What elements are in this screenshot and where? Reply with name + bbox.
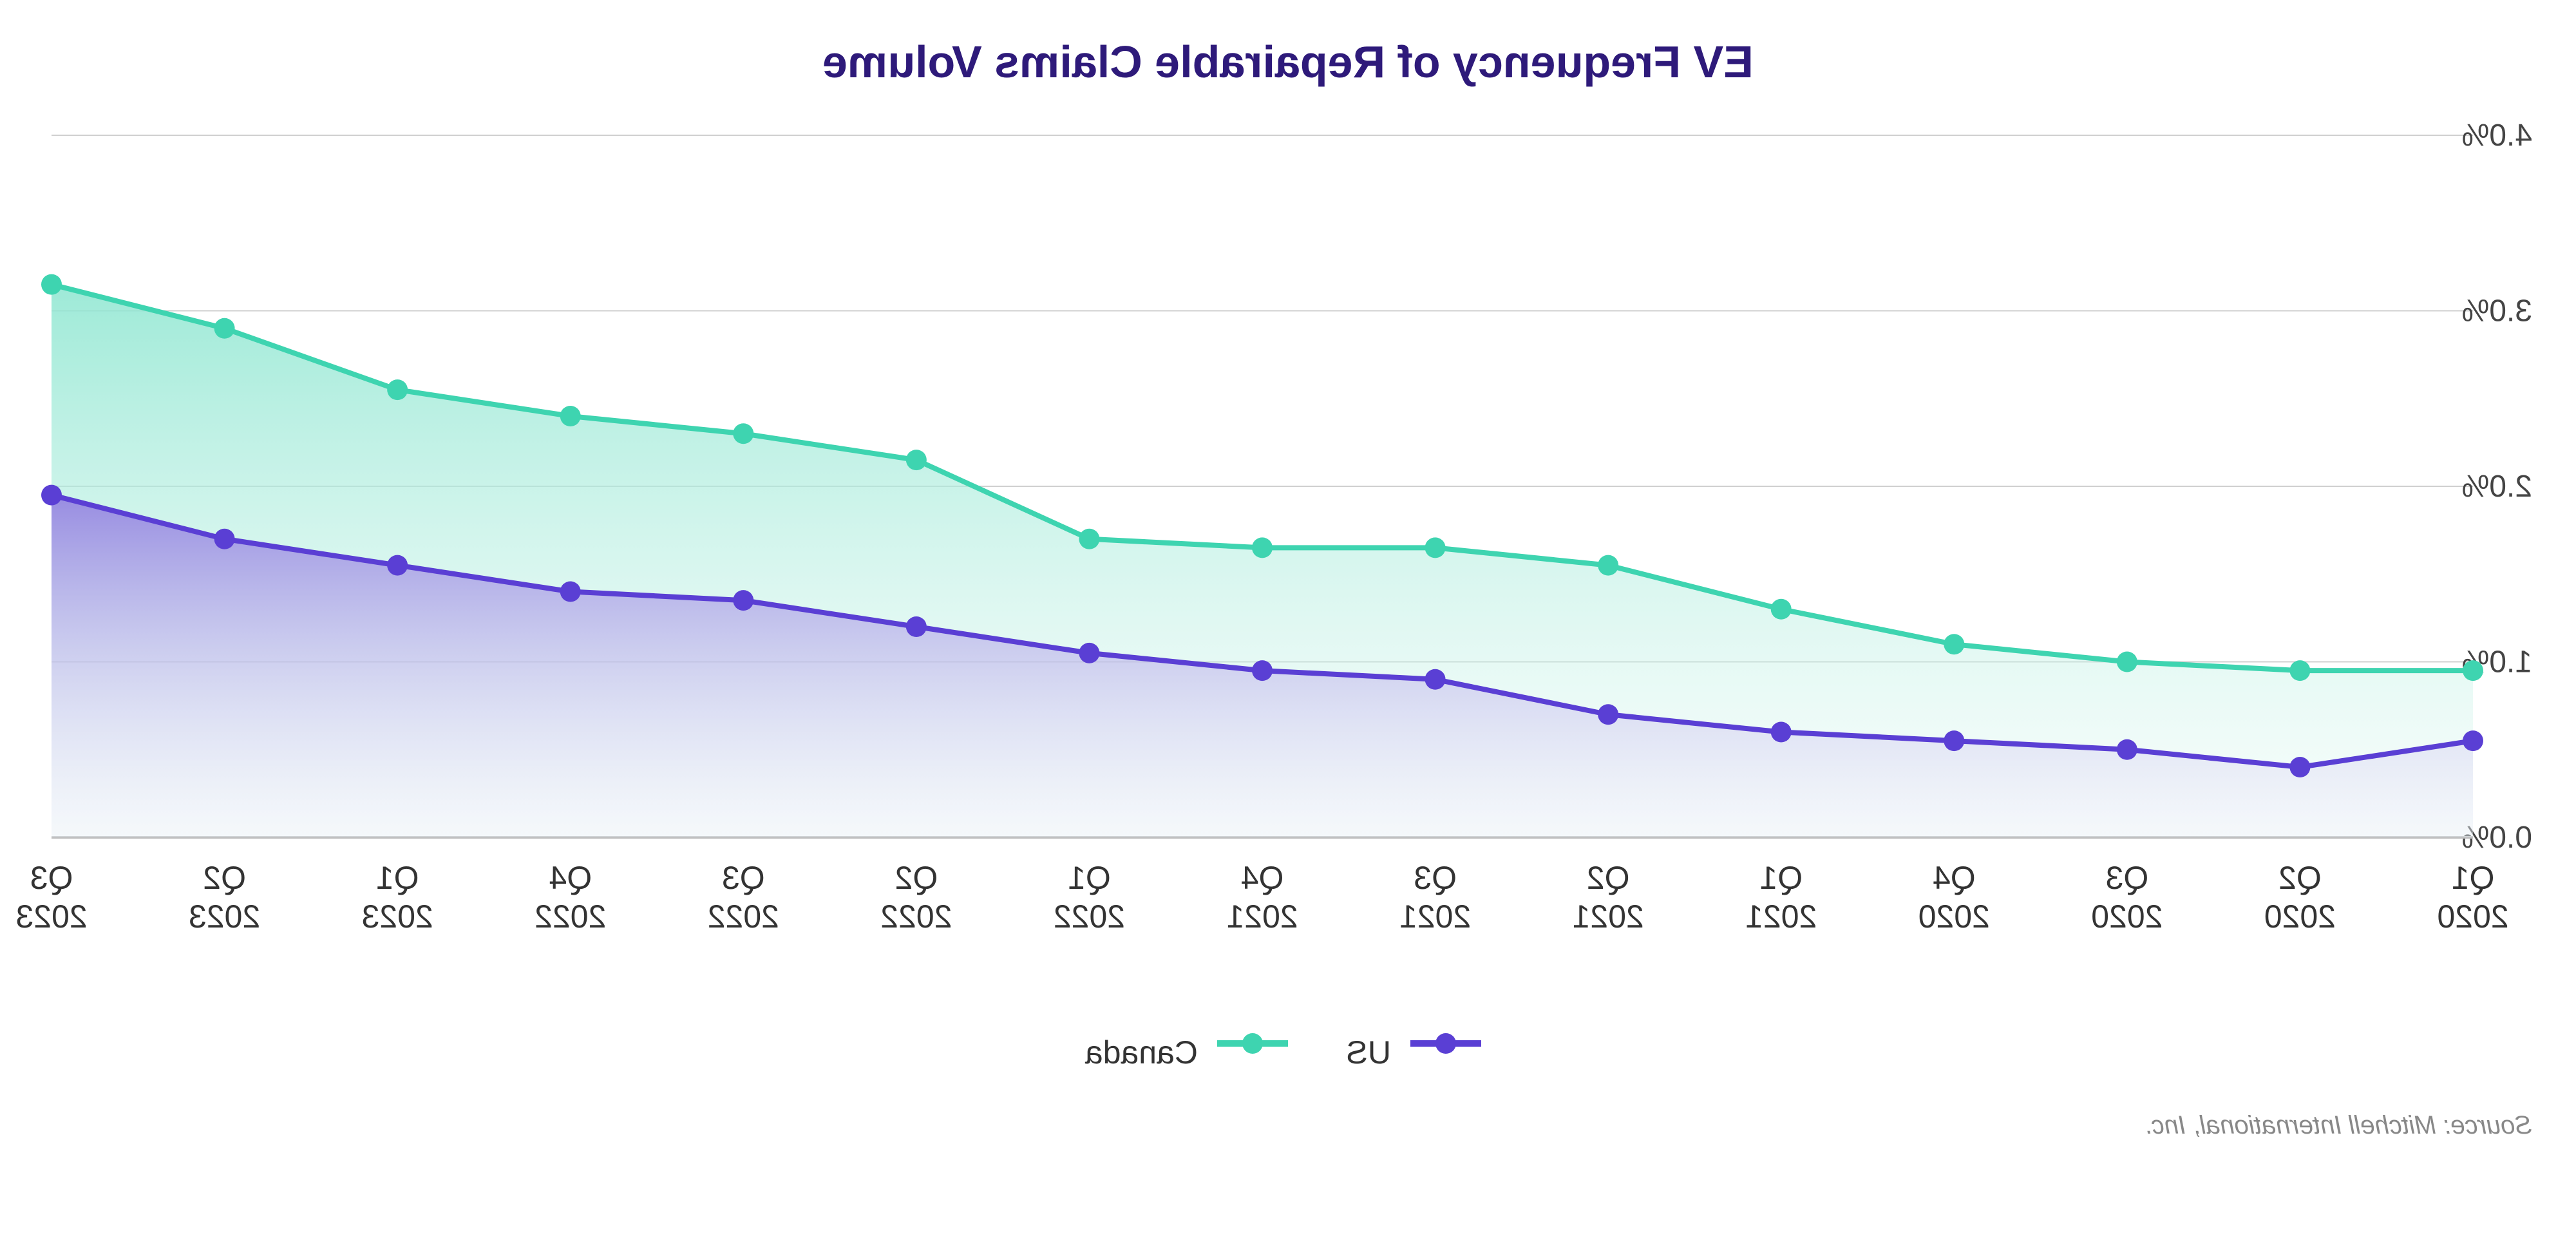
marker-canada	[2463, 660, 2483, 681]
marker-canada	[2289, 660, 2310, 681]
marker-us	[1425, 669, 1446, 690]
marker-canada	[1944, 634, 1964, 654]
marker-us	[2463, 730, 2483, 751]
marker-us	[733, 590, 753, 611]
x-tick-label-bottom: 2020	[2091, 899, 2163, 935]
x-tick-label-top: Q1	[2452, 860, 2495, 896]
x-tick-label-top: Q3	[722, 860, 765, 896]
marker-canada	[560, 406, 581, 426]
x-tick-label-top: Q1	[1759, 860, 1803, 896]
x-tick-label-bottom: 2023	[15, 899, 87, 935]
x-tick-label-bottom: 2023	[189, 899, 260, 935]
marker-us	[214, 529, 235, 549]
x-tick-label-bottom: 2020	[1918, 899, 1990, 935]
x-tick-label-top: Q3	[1414, 860, 1457, 896]
legend-marker-us	[1435, 1033, 1456, 1054]
x-tick-label-top: Q4	[549, 860, 592, 896]
x-tick-label-bottom: 2021	[1399, 899, 1471, 935]
x-tick-label-top: Q1	[376, 860, 419, 896]
x-tick-label-top: Q1	[1068, 860, 1111, 896]
marker-canada	[1598, 555, 1618, 576]
marker-us	[1944, 730, 1964, 751]
x-tick-label-top: Q4	[1933, 860, 1976, 896]
x-tick-label-top: Q3	[2106, 860, 2149, 896]
marker-canada	[906, 450, 927, 470]
x-tick-label-bottom: 2020	[2264, 899, 2336, 935]
x-tick-label-bottom: 2021	[1745, 899, 1817, 935]
x-tick-label-bottom: 2021	[1226, 899, 1298, 935]
marker-us	[560, 582, 581, 602]
legend-label-us: US	[1347, 1034, 1391, 1070]
x-tick-label-bottom: 2023	[362, 899, 433, 935]
marker-us	[906, 616, 927, 637]
x-tick-label-top: Q2	[203, 860, 246, 896]
marker-us	[1252, 660, 1273, 681]
chart-container: EV Frequency of Repairable Claims Volume…	[0, 0, 2576, 1256]
x-tick-label-bottom: 2022	[708, 899, 779, 935]
marker-canada	[214, 318, 235, 339]
marker-us	[1598, 704, 1618, 725]
x-tick-label-top: Q3	[30, 860, 73, 896]
marker-us	[1079, 643, 1099, 663]
marker-us	[387, 555, 408, 576]
marker-canada	[2117, 652, 2137, 672]
marker-canada	[1079, 529, 1099, 549]
x-tick-label-top: Q2	[2278, 860, 2322, 896]
y-tick-label: 4.0%	[2462, 119, 2532, 153]
legend-marker-canada	[1242, 1033, 1263, 1054]
y-tick-label: 2.0%	[2462, 470, 2532, 504]
chart-title: EV Frequency of Repairable Claims Volume	[822, 37, 1754, 87]
x-tick-label-top: Q2	[1587, 860, 1630, 896]
marker-canada	[1425, 537, 1446, 558]
marker-canada	[733, 423, 753, 444]
x-tick-label-bottom: 2020	[2437, 899, 2508, 935]
source-text: Source: Mitchell International, Inc.	[2144, 1111, 2532, 1139]
marker-canada	[41, 274, 62, 295]
x-tick-label-top: Q4	[1241, 860, 1284, 896]
marker-us	[41, 485, 62, 506]
marker-us	[1771, 722, 1792, 743]
x-tick-label-bottom: 2021	[1573, 899, 1644, 935]
marker-canada	[387, 379, 408, 400]
marker-canada	[1252, 537, 1273, 558]
x-tick-label-bottom: 2022	[1054, 899, 1125, 935]
marker-us	[2117, 739, 2137, 760]
legend-label-canada: Canada	[1085, 1034, 1198, 1070]
y-tick-label: 3.0%	[2462, 294, 2532, 328]
x-tick-label-bottom: 2022	[880, 899, 952, 935]
marker-us	[2289, 757, 2310, 777]
x-tick-label-bottom: 2022	[535, 899, 606, 935]
x-tick-label-top: Q2	[895, 860, 938, 896]
marker-canada	[1771, 599, 1792, 620]
